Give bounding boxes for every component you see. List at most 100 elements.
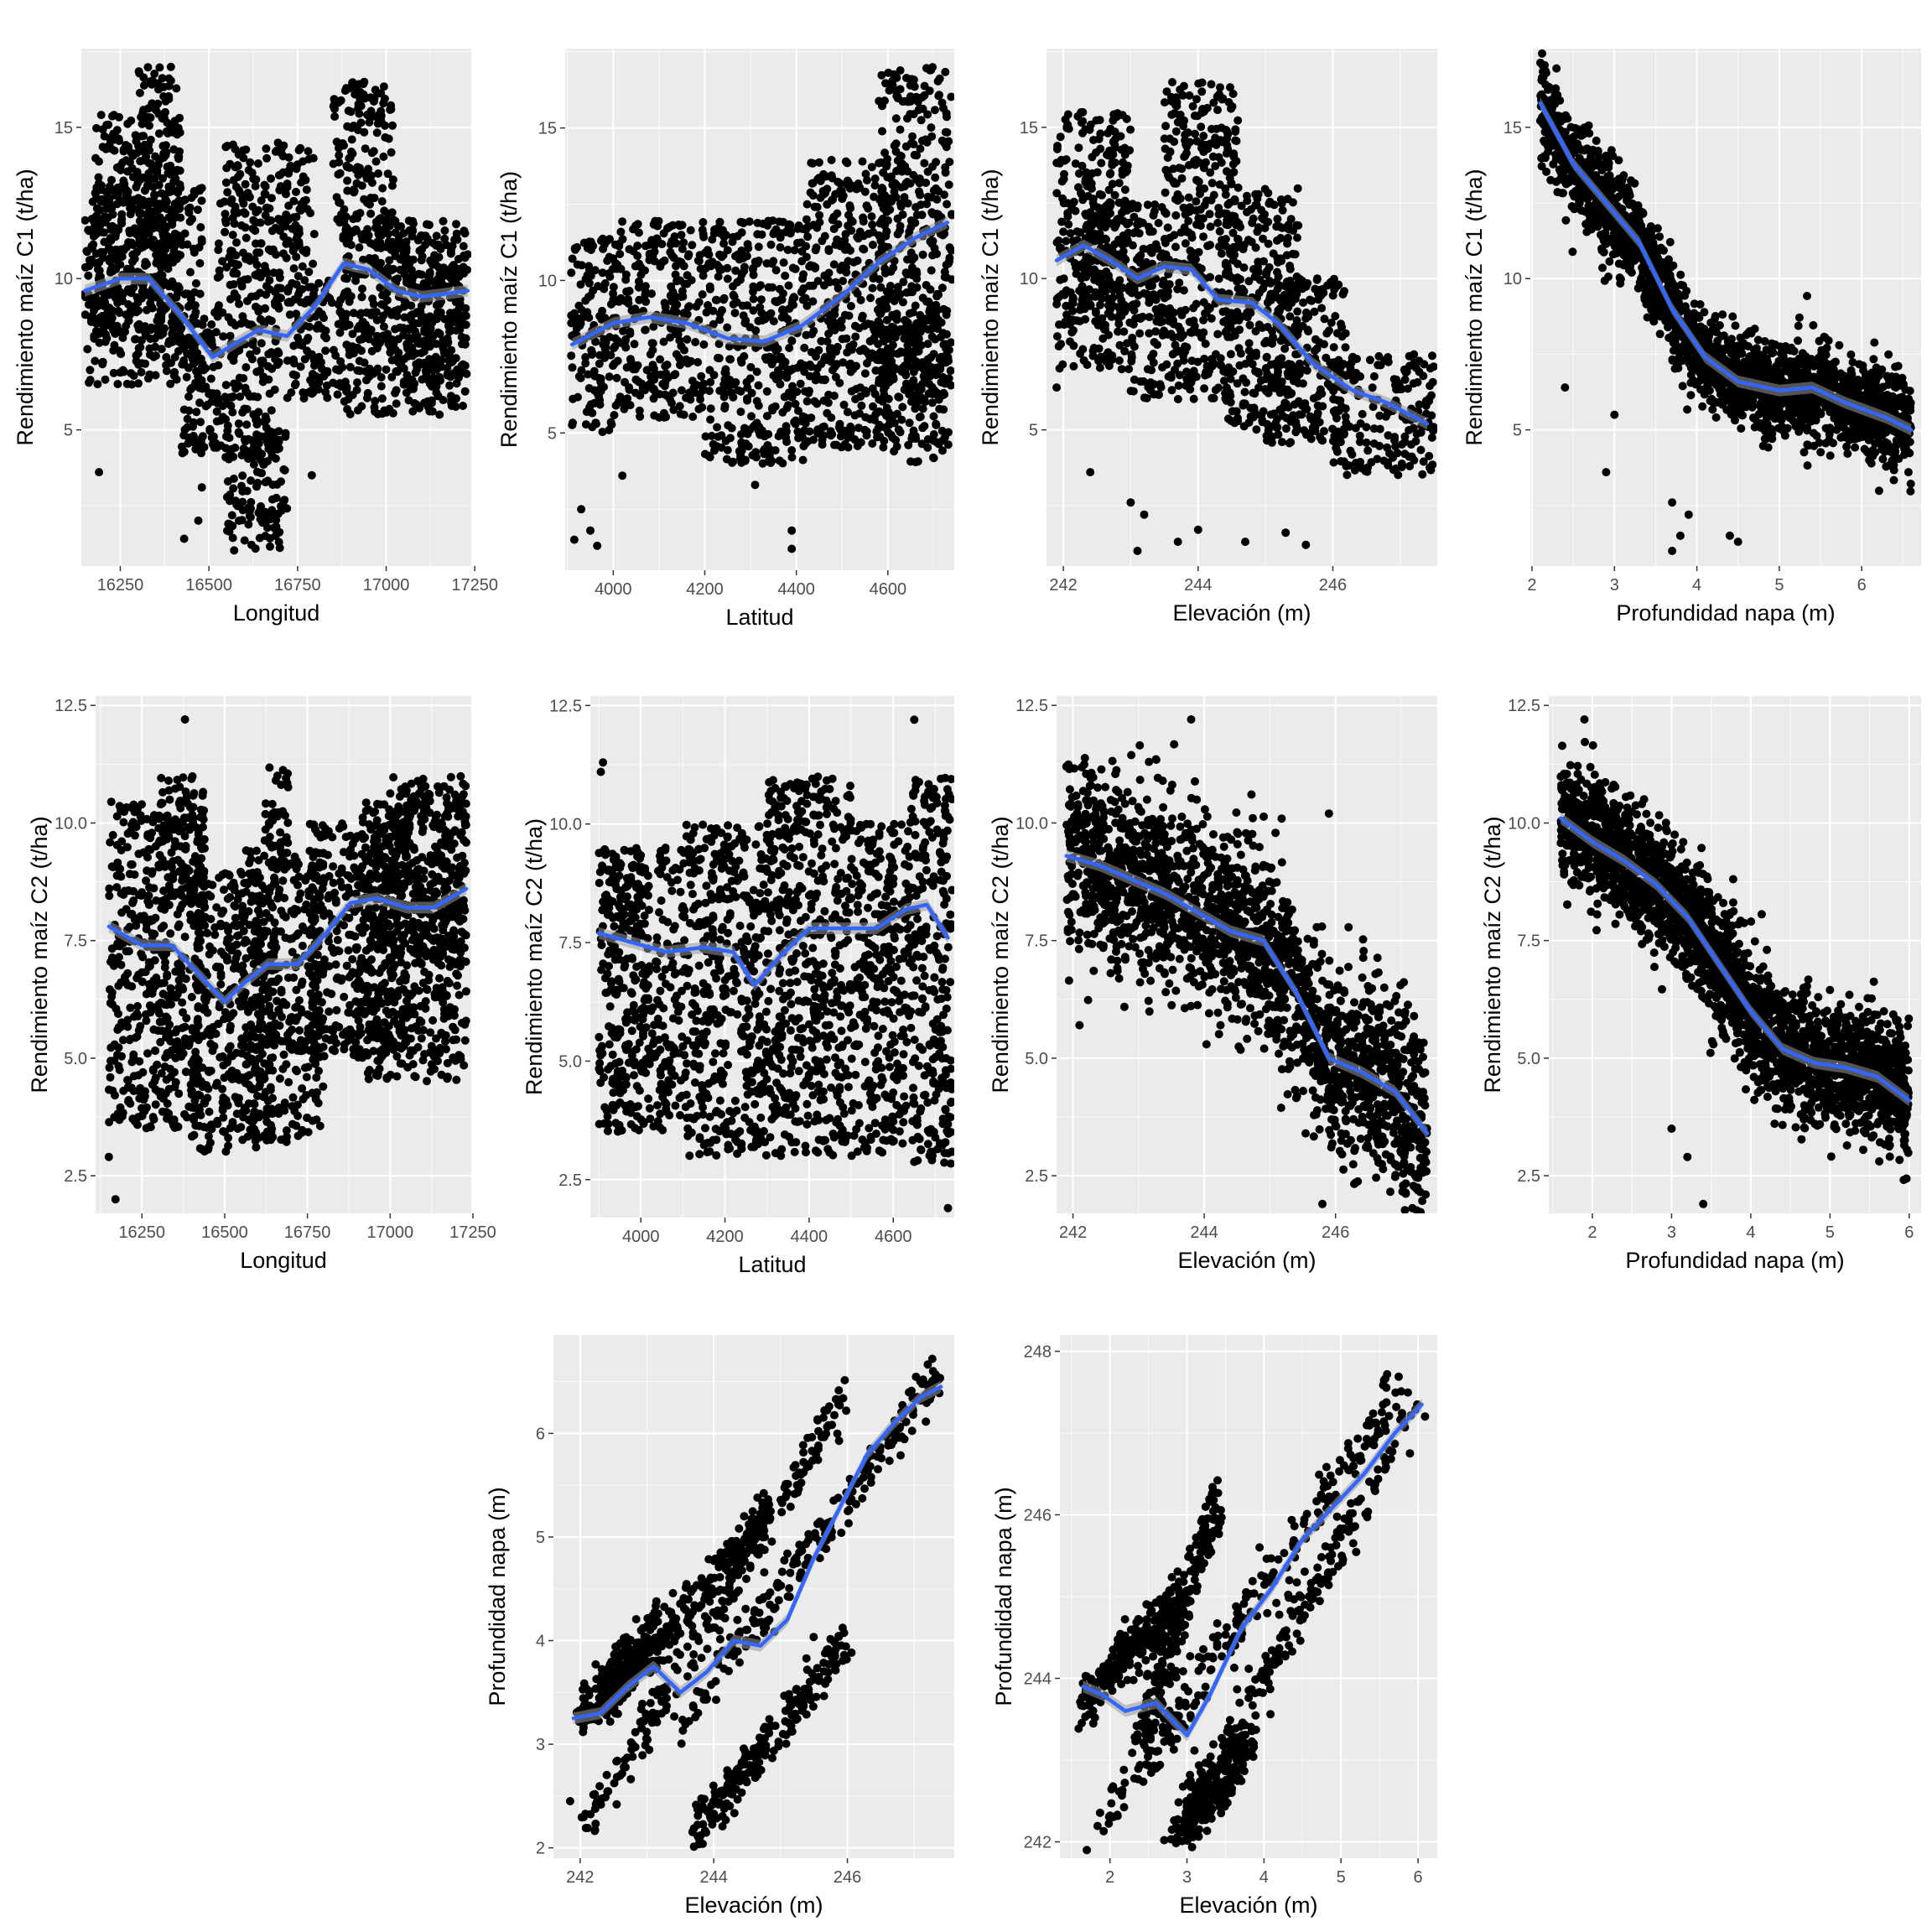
scatter-point	[911, 301, 920, 310]
scatter-point	[117, 245, 126, 254]
scatter-point	[917, 359, 925, 368]
scatter-point	[153, 205, 162, 215]
scatter-point	[1218, 236, 1226, 245]
scatter-point	[211, 328, 221, 337]
scatter-point	[166, 62, 175, 71]
scatter-point	[1175, 278, 1184, 288]
scatter-point	[685, 302, 693, 311]
scatter-point	[635, 406, 644, 415]
scatter-point	[377, 394, 387, 403]
scatter-point	[829, 260, 839, 269]
scatter-point	[610, 411, 619, 419]
scatter-point	[699, 218, 708, 226]
scatter-point	[112, 126, 122, 135]
scatter-point	[1119, 158, 1127, 167]
scatter-point	[718, 306, 726, 314]
scatter-point	[247, 540, 256, 549]
scatter-point	[1182, 148, 1191, 158]
scatter-point	[1226, 374, 1235, 383]
scatter-point	[162, 353, 171, 361]
scatter-point	[787, 544, 797, 553]
chart-panel-c1-lat: 4000 4200 4400 460051015LatitudRendimiento …	[496, 49, 954, 630]
scatter-point	[713, 260, 722, 269]
scatter-point	[210, 432, 218, 441]
scatter-point	[112, 321, 122, 330]
scatter-point	[413, 365, 422, 374]
scatter-point	[1200, 354, 1209, 363]
scatter-point	[261, 510, 270, 519]
scatter-point	[263, 217, 273, 226]
scatter-point	[666, 333, 675, 342]
scatter-point	[198, 320, 207, 330]
scatter-point	[811, 262, 820, 272]
scatter-point	[1114, 327, 1123, 336]
scatter-point	[434, 392, 443, 401]
scatter-point	[225, 252, 234, 262]
scatter-point	[362, 393, 371, 402]
scatter-point	[1087, 222, 1096, 231]
scatter-point	[870, 389, 880, 398]
scatter-point	[683, 335, 692, 344]
scatter-point	[311, 312, 320, 321]
scatter-point	[576, 280, 585, 289]
scatter-point	[1052, 144, 1062, 153]
scatter-point	[86, 366, 95, 375]
scatter-point	[740, 423, 749, 433]
scatter-point	[948, 275, 954, 284]
scatter-point	[260, 304, 269, 313]
scatter-point	[121, 327, 129, 336]
scatter-point	[1151, 327, 1161, 336]
scatter-point	[107, 175, 116, 184]
scatter-point	[221, 392, 230, 402]
scatter-point	[237, 450, 247, 460]
scatter-point	[201, 402, 210, 411]
scatter-point	[322, 381, 331, 390]
scatter-point	[134, 379, 143, 388]
scatter-point	[654, 216, 663, 226]
scatter-point	[408, 343, 417, 352]
scatter-point	[774, 432, 783, 441]
scatter-point	[183, 240, 192, 249]
scatter-point	[615, 250, 625, 258]
scatter-point	[932, 158, 941, 167]
scatter-point	[939, 304, 948, 314]
scatter-point	[1062, 310, 1071, 319]
scatter-point	[819, 422, 828, 431]
scatter-point	[1150, 206, 1159, 216]
scatter-point	[91, 329, 101, 338]
scatter-point	[309, 380, 317, 389]
scatter-point	[304, 147, 313, 156]
scatter-point	[641, 290, 650, 299]
scatter-point	[1096, 144, 1105, 153]
scatter-point	[239, 444, 248, 453]
scatter-point	[1201, 340, 1210, 348]
scatter-point	[244, 520, 253, 529]
scatter-point	[81, 216, 90, 225]
scatter-point	[94, 317, 103, 326]
scatter-point	[1107, 312, 1116, 321]
scatter-point	[333, 390, 342, 399]
scatter-point	[356, 209, 365, 218]
scatter-point	[921, 397, 930, 407]
scatter-point	[309, 356, 319, 366]
scatter-point	[829, 392, 839, 400]
scatter-point	[1129, 319, 1138, 329]
scatter-point	[922, 200, 932, 209]
scatter-point	[1097, 158, 1106, 168]
scatter-point	[1155, 390, 1163, 399]
scatter-point	[1104, 361, 1114, 371]
scatter-point	[1227, 178, 1236, 187]
scatter-point	[448, 356, 457, 365]
scatter-point	[761, 353, 770, 362]
scatter-point	[929, 436, 938, 445]
scatter-point	[1077, 189, 1085, 198]
scatter-point	[138, 132, 147, 141]
scatter-point	[944, 259, 953, 268]
scatter-point	[221, 381, 231, 390]
scatter-point	[386, 348, 395, 357]
scatter-point	[283, 298, 293, 307]
scatter-point	[445, 381, 454, 390]
scatter-point	[1199, 328, 1208, 337]
scatter-point	[648, 339, 657, 348]
scatter-point	[1190, 321, 1199, 330]
